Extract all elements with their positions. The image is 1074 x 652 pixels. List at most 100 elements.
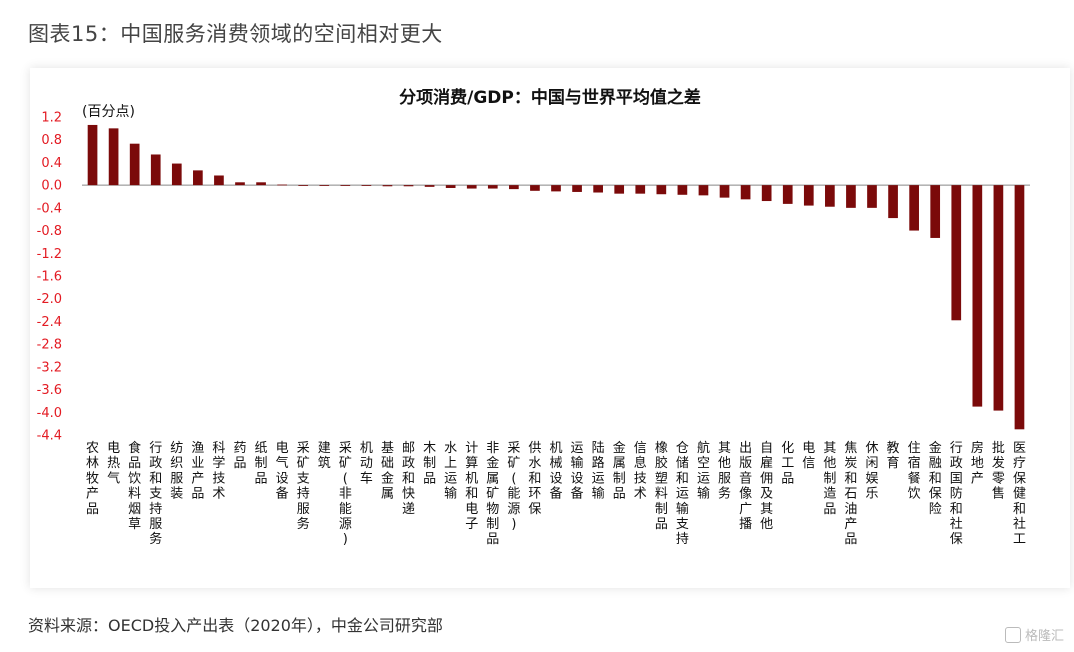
- bar: [551, 185, 561, 192]
- x-category-label: 计算机和电子: [465, 441, 478, 532]
- bar: [909, 185, 919, 231]
- x-category-label: 金属制品: [613, 440, 626, 502]
- bar: [782, 185, 793, 204]
- x-category-label: 农林牧产品: [86, 441, 99, 517]
- bar: [214, 175, 224, 186]
- bar: [87, 124, 98, 186]
- x-category-label: 采矿支持服务: [297, 441, 310, 532]
- x-category-label: 电气设备: [276, 441, 289, 502]
- bar: [614, 185, 625, 194]
- x-category-label: 其他制造品: [823, 441, 836, 517]
- x-category-label: 邮政和快递: [402, 441, 415, 517]
- bar: [572, 185, 582, 192]
- source-note: 资料来源：OECD投入产出表（2020年），中金公司研究部: [28, 616, 443, 635]
- x-category-label: 电信: [802, 441, 815, 471]
- x-category-label: 基础金属: [381, 441, 394, 502]
- y-axis-ticks: 1.2 0.8 0.4 0.0 -0.4 -0.8 -1.2 -1.6 -2.0 -2.4 -2.8…: [37, 111, 1030, 444]
- bar: [635, 185, 646, 194]
- y-tick-label: -3.2: [37, 360, 62, 375]
- x-category-label: 住宿餐饮: [908, 441, 921, 502]
- y-tick-label: -0.4: [37, 201, 62, 216]
- bar: [424, 185, 435, 187]
- y-tick-label: -3.6: [37, 383, 62, 398]
- watermark: 格隆汇: [1004, 625, 1064, 644]
- bar: [677, 185, 688, 195]
- x-category-label: 陆路运输: [592, 440, 605, 502]
- bar: [277, 184, 287, 186]
- bar: [656, 185, 667, 195]
- y-tick-label: -1.6: [37, 270, 62, 285]
- y-tick-label: -1.2: [37, 247, 62, 262]
- x-category-label: 仓储和运输支持: [676, 441, 689, 547]
- x-category-label: 科学技术: [212, 441, 225, 502]
- bar: [930, 185, 941, 238]
- x-category-label: 水上运输: [444, 441, 457, 502]
- x-category-label: 房地产: [971, 440, 984, 486]
- x-category-label: 教育: [887, 440, 900, 471]
- bar: [256, 182, 266, 186]
- x-category-label: 橡胶塑料制品: [655, 441, 668, 532]
- y-tick-label: -2.8: [37, 338, 62, 353]
- bar: [719, 185, 730, 198]
- bar: [1014, 185, 1025, 430]
- x-category-label: 非金属矿物制品: [486, 441, 499, 547]
- x-category-label: 休闲娱乐: [865, 441, 878, 502]
- bar: [129, 143, 140, 186]
- bar: [487, 185, 498, 189]
- x-category-label: 自雇佣及其他: [760, 441, 773, 532]
- x-category-label: 供水和环保: [528, 441, 541, 517]
- bar: [698, 185, 709, 196]
- bar: [951, 185, 962, 321]
- bar: [867, 185, 877, 208]
- bar: [761, 185, 772, 202]
- x-category-label: 金融和保险: [929, 440, 942, 517]
- x-category-label: 出版音像广播: [739, 441, 752, 532]
- chart-title: 分项消费/GDP：中国与世界平均值之差: [399, 87, 701, 108]
- bar: [340, 185, 351, 186]
- x-category-label: 渔业产品: [191, 441, 204, 502]
- x-category-label: 化工品: [781, 441, 794, 486]
- x-category-label: 其他服务: [718, 441, 731, 502]
- x-category-label: 机械设备: [549, 441, 562, 502]
- bar-chart: 分项消费/GDP：中国与世界平均值之差 (百分点) 1.2 0.8 0.4 0.0 -0…: [37, 87, 1030, 547]
- y-axis-unit-label: (百分点): [82, 104, 135, 120]
- bar: [193, 170, 203, 186]
- bar: [530, 185, 540, 191]
- x-category-label: 电热气: [107, 441, 120, 486]
- bar: [825, 185, 835, 207]
- x-category-label: 木制品: [423, 441, 436, 486]
- y-tick-label: -2.0: [37, 292, 62, 307]
- bar: [740, 185, 751, 200]
- y-tick-label: -4.4: [37, 429, 62, 444]
- x-category-label: 采矿(能源): [507, 441, 520, 532]
- bar: [108, 128, 119, 186]
- y-tick-label: -0.8: [37, 224, 62, 239]
- y-tick-label: 0.8: [41, 133, 62, 148]
- y-tick-label: -4.0: [37, 406, 62, 421]
- x-category-label: 批发零售: [992, 441, 1005, 502]
- bar: [593, 185, 603, 193]
- x-category-label: 纸制品: [255, 441, 268, 486]
- bar: [403, 185, 414, 187]
- bar: [361, 185, 372, 186]
- bar: [888, 185, 898, 219]
- x-category-label: 运输设备: [571, 441, 584, 502]
- bar: [298, 185, 309, 186]
- x-category-label: 纺织服装: [170, 441, 183, 502]
- bar: [235, 182, 245, 186]
- bar: [466, 185, 477, 189]
- bar: [972, 185, 983, 407]
- x-category-label: 医疗保健和社工: [1013, 441, 1026, 547]
- y-tick-label: 1.2: [41, 111, 62, 126]
- category-labels: 农林牧产品电热气食品饮料烟草行政和支持服务纺织服装渔业产品科学技术药品纸制品电气…: [86, 440, 1026, 547]
- bar: [993, 185, 1004, 411]
- bar: [319, 185, 330, 186]
- x-category-label: 信息技术: [634, 441, 647, 502]
- x-category-label: 行政国防和社保: [950, 441, 963, 547]
- bars: [87, 124, 1025, 430]
- x-category-label: 机动车: [360, 441, 373, 486]
- x-category-label: 药品: [233, 441, 246, 471]
- bar: [445, 185, 456, 188]
- bar: [803, 185, 814, 206]
- y-tick-label: -2.4: [37, 315, 62, 330]
